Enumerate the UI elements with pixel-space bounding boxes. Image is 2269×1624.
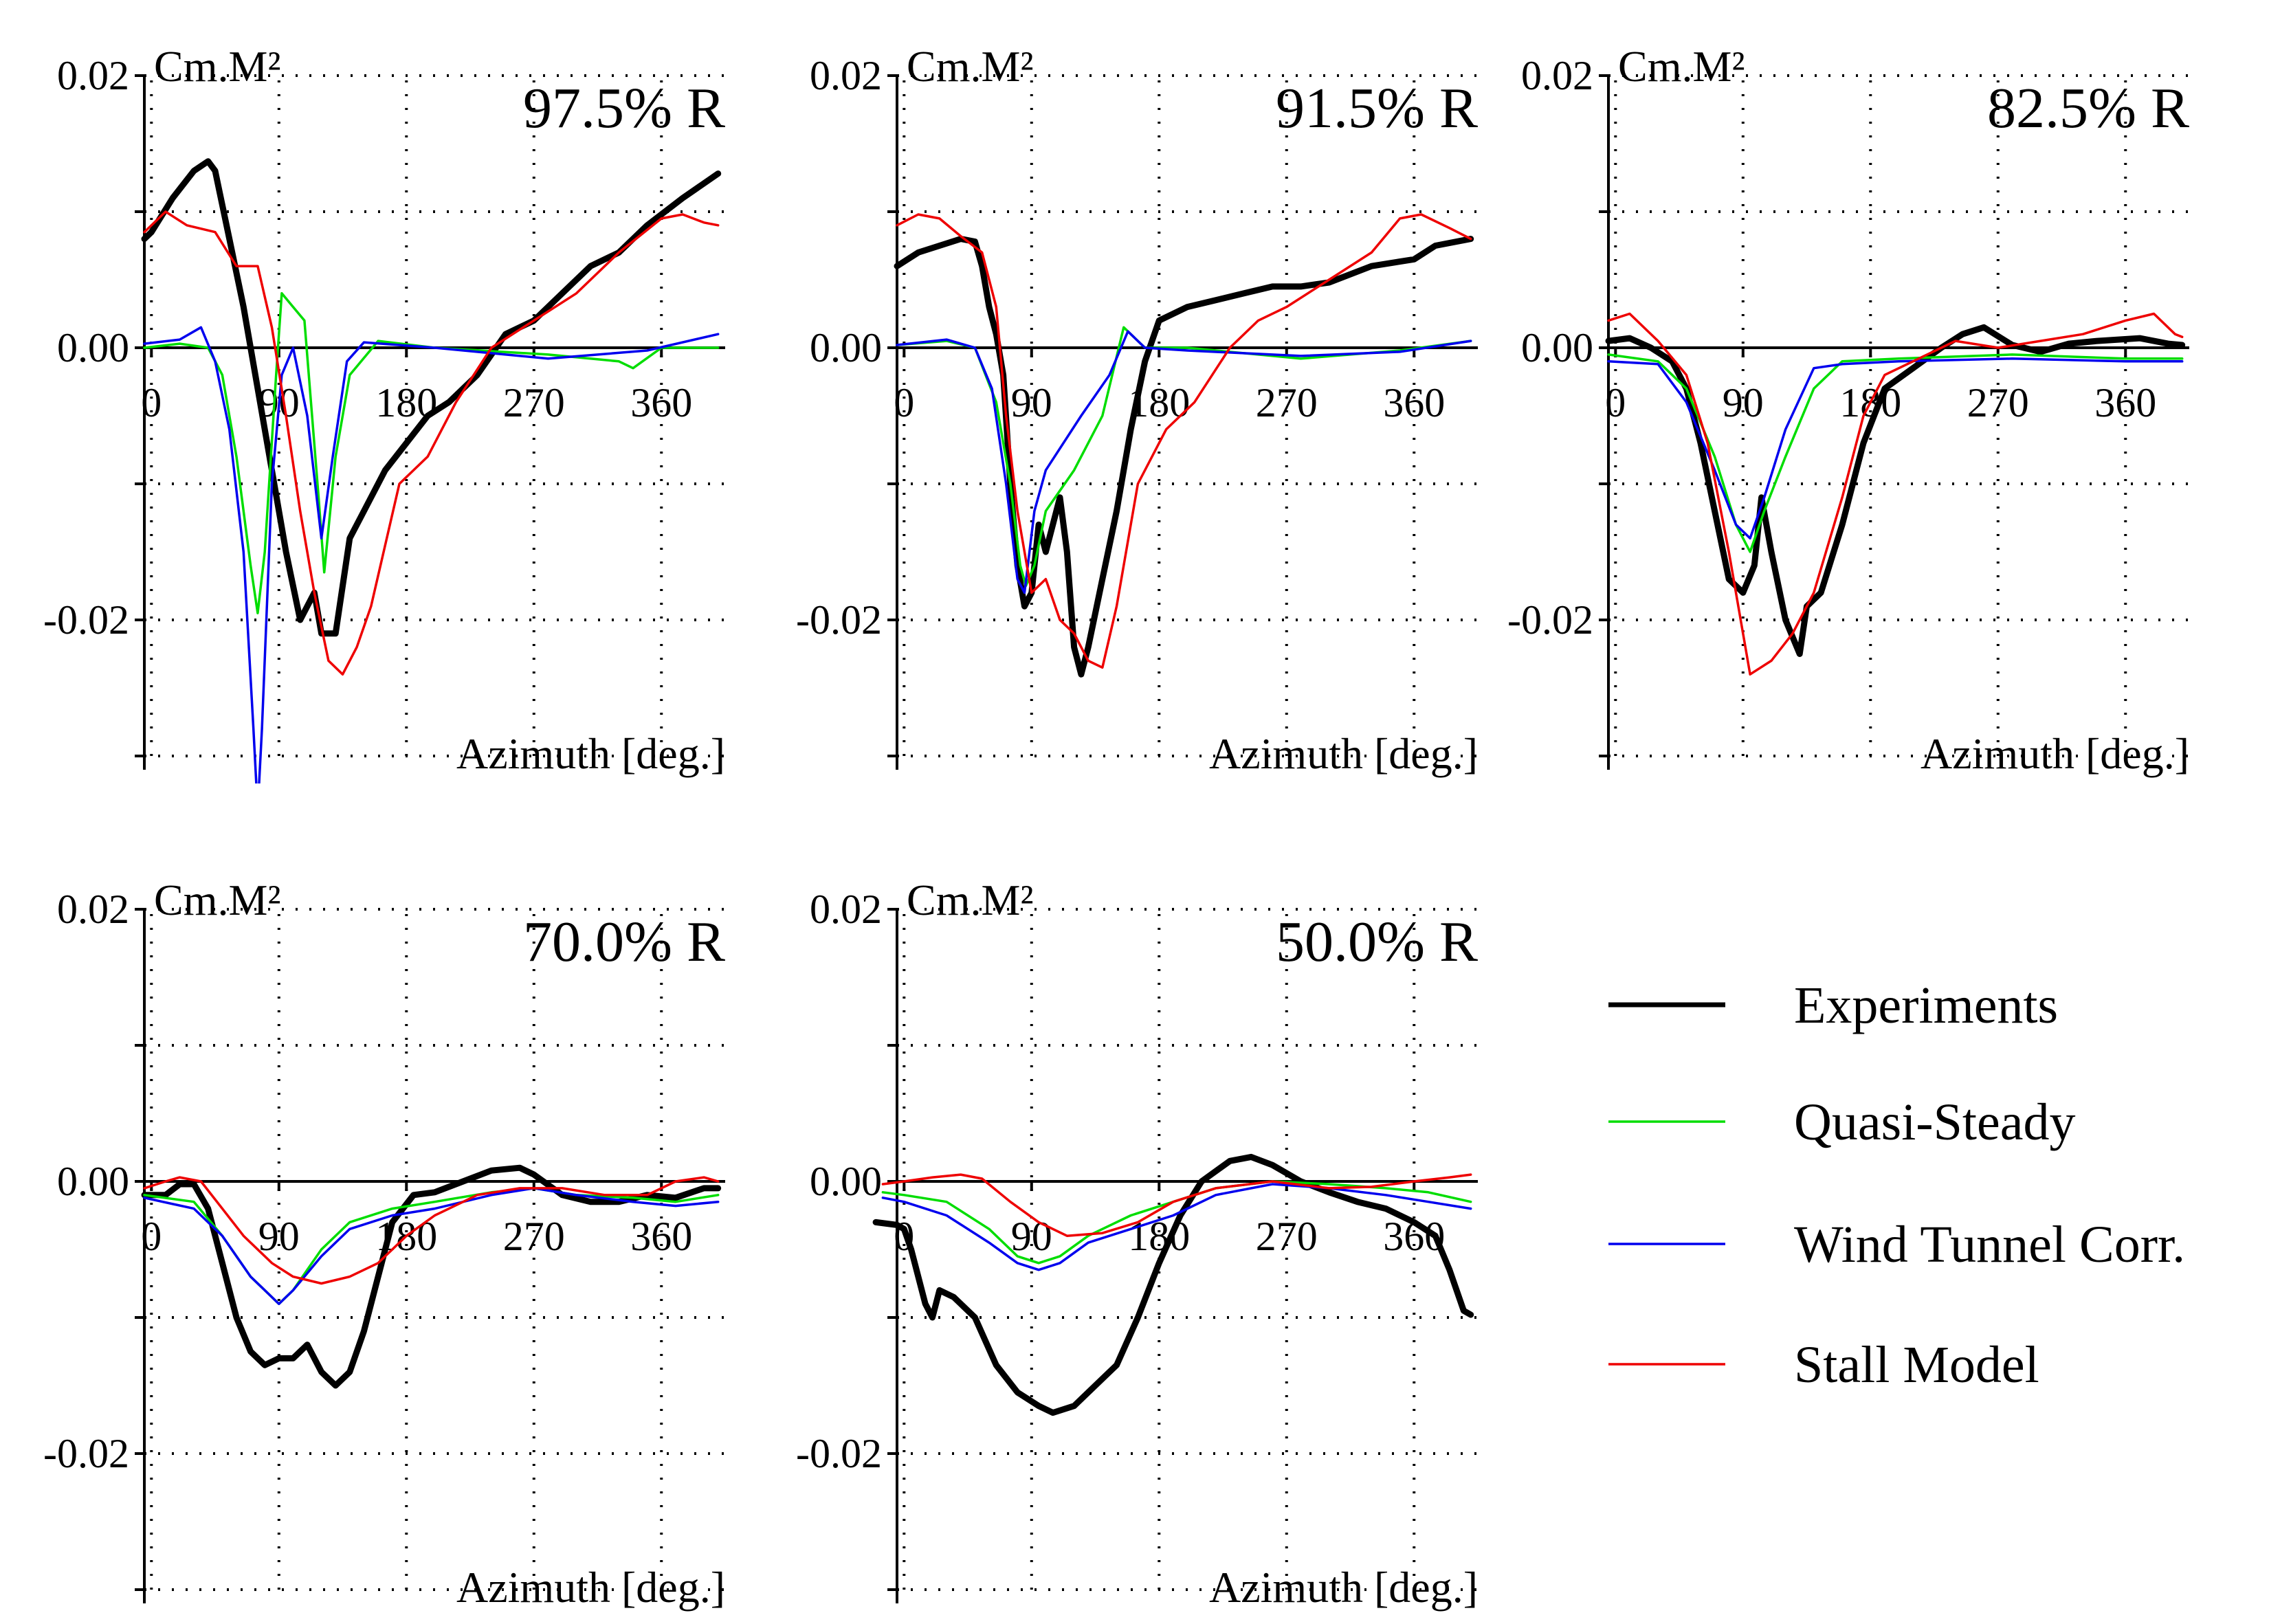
y-tick-label: 0.00: [57, 325, 129, 370]
series-line: [1607, 353, 2184, 553]
chart-title: 82.5% R: [1987, 76, 2189, 140]
x-axis-label: Azimuth [deg.]: [456, 729, 725, 778]
chart-title: 97.5% R: [523, 76, 725, 140]
legend-label: Stall Model: [1794, 1336, 2039, 1394]
y-tick-label: 0.02: [1521, 53, 1593, 98]
series-line: [143, 292, 720, 614]
x-tick-label: 270: [1256, 1214, 1318, 1259]
y-tick-label: 0.02: [57, 53, 129, 98]
x-tick-label: 270: [503, 380, 565, 425]
y-tick-label: 0.00: [1521, 325, 1593, 370]
y-axis-label: Cm.M²: [1618, 42, 1745, 91]
x-tick-label: 360: [2094, 380, 2156, 425]
y-tick-label: 0.02: [810, 53, 882, 98]
series-line: [896, 213, 1472, 669]
x-axis-label: Azimuth [deg.]: [1209, 729, 1478, 778]
series-line: [881, 1183, 1472, 1271]
x-tick-label: 0: [1605, 380, 1626, 425]
legend-label: Quasi-Steady: [1794, 1093, 2075, 1151]
legend-label: Wind Tunnel Corr.: [1794, 1216, 2185, 1273]
y-axis-label: Cm.M²: [907, 876, 1034, 924]
series-line: [141, 1164, 722, 1389]
x-tick-label: 270: [503, 1214, 565, 1259]
legend: Experiments Quasi-Steady Wind Tunnel Corr.…: [1608, 977, 2185, 1394]
y-axis-label: Cm.M²: [907, 42, 1034, 91]
x-tick-label: 90: [1723, 380, 1764, 425]
series-line: [896, 330, 1472, 594]
y-tick-label: 0.02: [810, 887, 882, 932]
x-tick-label: 0: [141, 380, 162, 425]
series-line: [894, 236, 1474, 678]
x-tick-label: 90: [1011, 1214, 1052, 1259]
series-line: [881, 1173, 1472, 1237]
x-tick-label: 270: [1256, 380, 1318, 425]
series-line: [872, 1153, 1474, 1416]
x-tick-label: 90: [1011, 380, 1052, 425]
x-axis-label: Azimuth [deg.]: [456, 1563, 725, 1612]
y-tick-label: -0.02: [796, 1431, 882, 1476]
x-tick-label: 0: [894, 380, 914, 425]
x-tick-label: 360: [1383, 380, 1445, 425]
x-tick-label: 270: [1967, 380, 2029, 425]
x-tick-label: 0: [141, 1214, 162, 1259]
series-line: [1605, 324, 2186, 657]
series-line: [141, 158, 722, 637]
y-tick-label: 0.00: [57, 1159, 129, 1204]
x-axis-label: Azimuth [deg.]: [1921, 729, 2189, 778]
chart-title: 70.0% R: [523, 910, 725, 974]
y-tick-label: -0.02: [43, 1431, 129, 1476]
series-line: [143, 1187, 720, 1305]
y-tick-label: -0.02: [796, 597, 882, 643]
y-axis-label: Cm.M²: [154, 876, 281, 924]
series-line: [1607, 312, 2184, 676]
y-axis-label: Cm.M²: [154, 42, 281, 91]
y-tick-label: -0.02: [43, 597, 129, 643]
x-tick-label: 90: [258, 1214, 300, 1259]
y-tick-label: 0.00: [810, 325, 882, 370]
x-tick-label: 360: [630, 1214, 692, 1259]
y-tick-label: -0.02: [1507, 597, 1593, 643]
series-line: [143, 1176, 720, 1285]
chart-title: 91.5% R: [1276, 76, 1478, 140]
y-tick-label: 0.00: [810, 1159, 882, 1204]
y-tick-label: 0.02: [57, 887, 129, 932]
x-axis-label: Azimuth [deg.]: [1209, 1563, 1478, 1612]
series-line: [143, 326, 720, 783]
x-tick-label: 360: [630, 380, 692, 425]
series-line: [143, 210, 720, 676]
series-line: [1607, 357, 2184, 540]
chart-title: 50.0% R: [1276, 910, 1478, 974]
legend-label: Experiments: [1794, 977, 2058, 1034]
